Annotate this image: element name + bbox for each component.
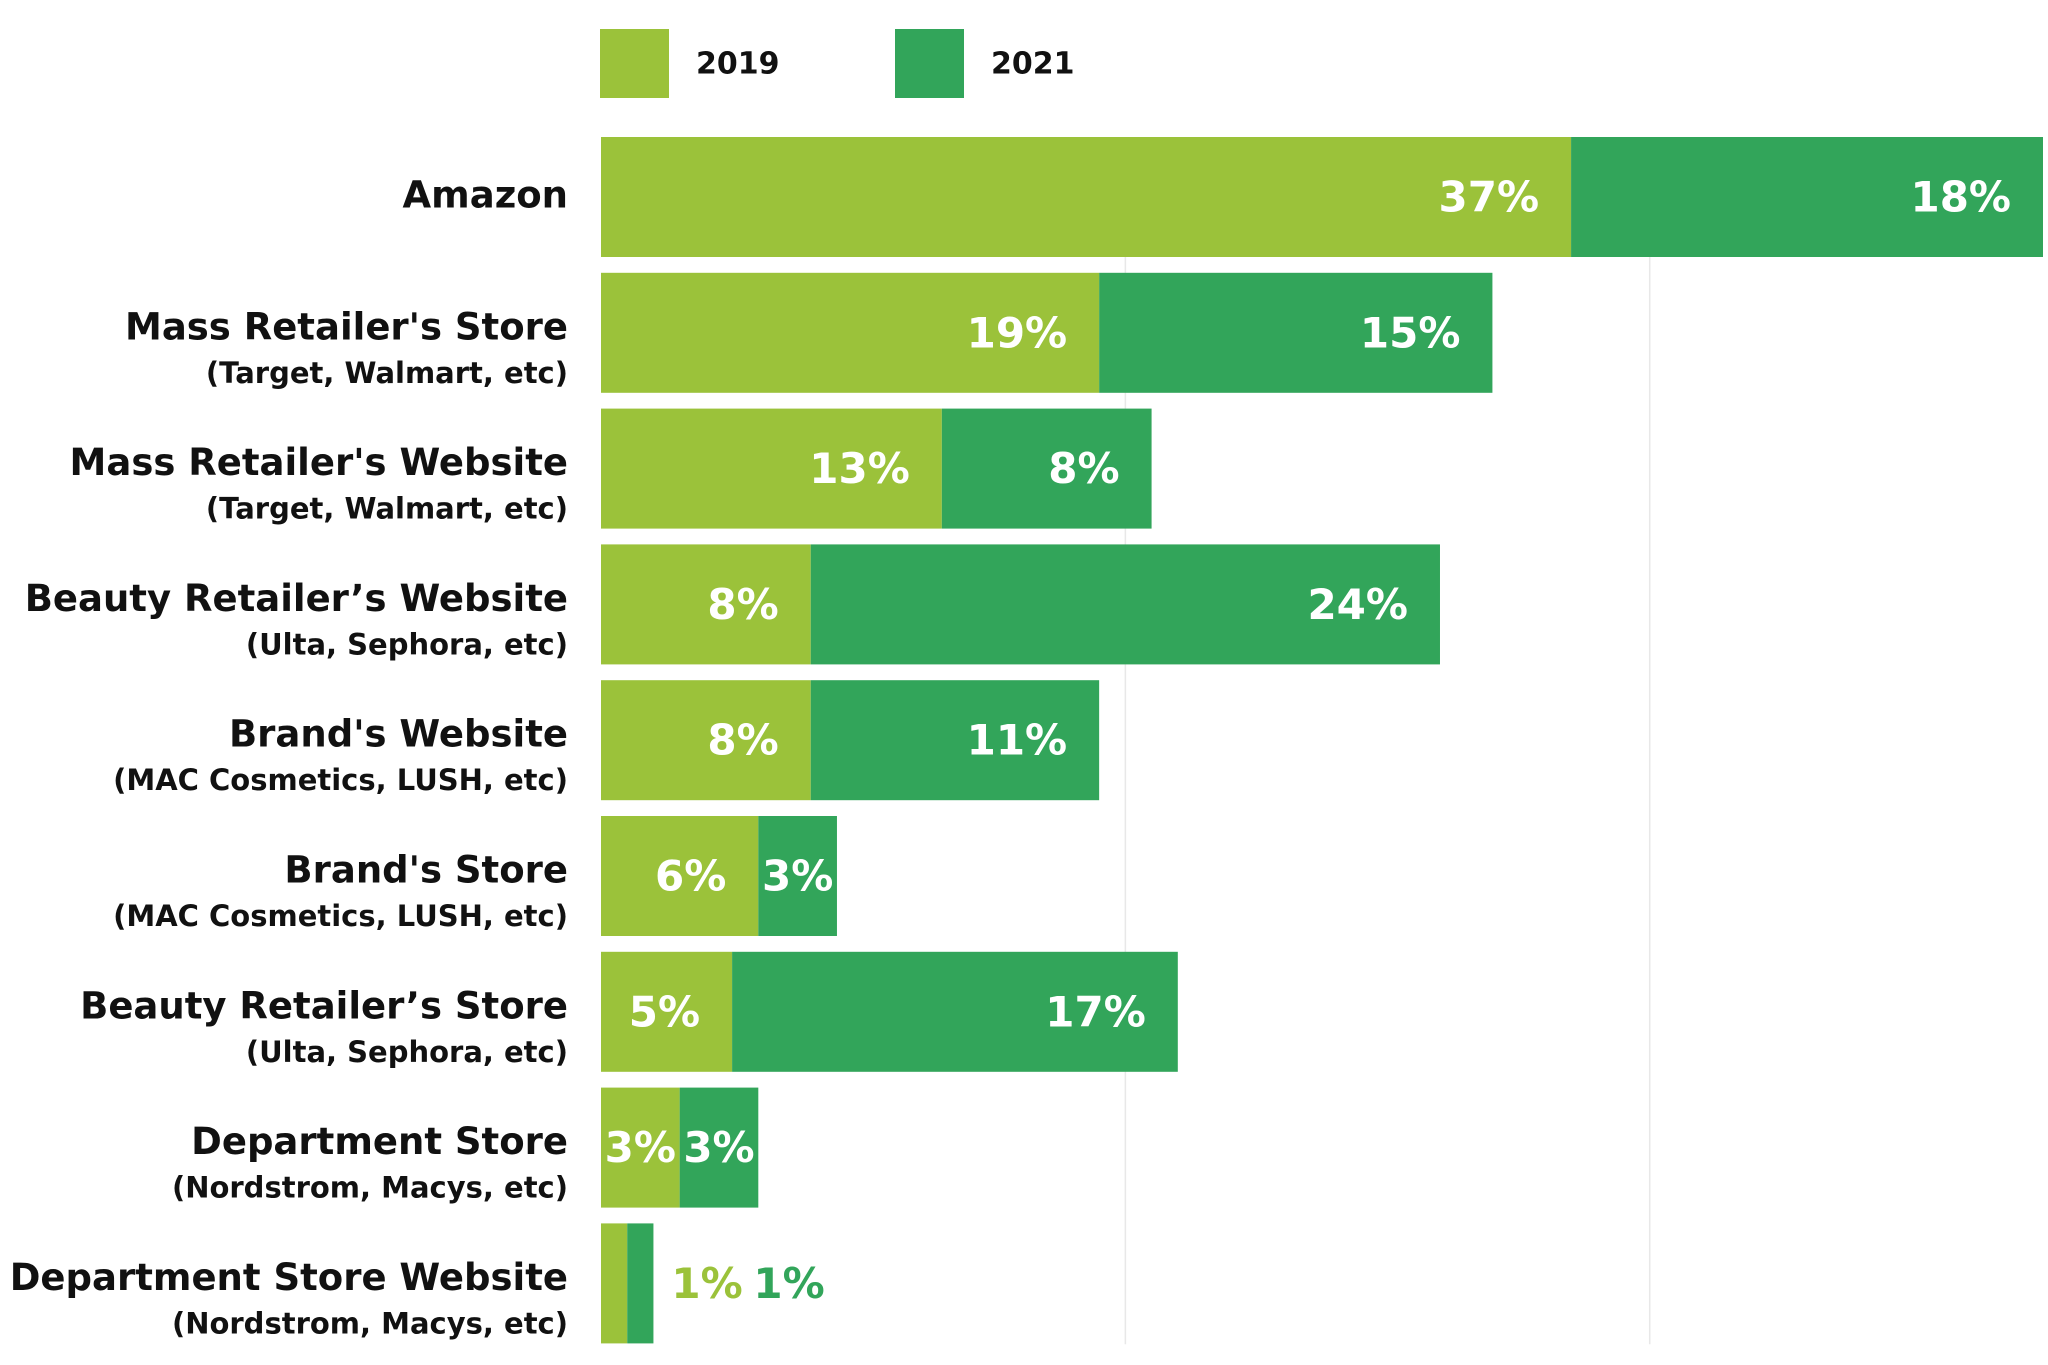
- bar-segment: [941, 408, 1152, 529]
- category-subtitle: (Ulta, Sephora, etc): [246, 1035, 568, 1069]
- category-label: Brand's Website: [229, 713, 568, 756]
- value-label: 6%: [655, 852, 726, 901]
- value-label: 8%: [1048, 444, 1119, 493]
- value-label: 1%: [753, 1259, 824, 1308]
- bar-segment: [758, 816, 837, 936]
- value-label: 8%: [707, 716, 778, 765]
- bar-segment: [601, 272, 1100, 393]
- value-label: 37%: [1439, 173, 1540, 222]
- value-label: 11%: [967, 716, 1068, 765]
- value-label: 24%: [1307, 580, 1408, 629]
- bar-segment: [601, 816, 759, 936]
- value-label: 3%: [605, 1123, 676, 1172]
- value-label: 17%: [1045, 987, 1146, 1036]
- bar-segment: [601, 1087, 680, 1208]
- value-label: 3%: [683, 1123, 754, 1172]
- legend-label: 2019: [696, 47, 780, 82]
- bar-segment: [810, 544, 1440, 665]
- category-subtitle: (Target, Walmart, etc): [206, 492, 568, 526]
- bar-segment: [1571, 137, 2043, 257]
- bar-segment: [601, 137, 1572, 257]
- legend-label: 2021: [991, 47, 1075, 82]
- bar-segment: [601, 680, 811, 801]
- value-label: 3%: [762, 852, 833, 901]
- category-subtitle: (Nordstrom, Macys, etc): [172, 1171, 568, 1205]
- value-label: 15%: [1360, 308, 1461, 357]
- bar-segment: [601, 951, 733, 1072]
- value-label: 19%: [967, 308, 1068, 357]
- category-label: Amazon: [403, 174, 568, 217]
- category-subtitle: (Nordstrom, Macys, etc): [172, 1306, 568, 1340]
- category-label: Mass Retailer's Store: [125, 305, 568, 348]
- value-label: 8%: [707, 580, 778, 629]
- category-subtitle: (MAC Cosmetics, LUSH, etc): [113, 763, 568, 797]
- legend-swatch: [600, 29, 669, 98]
- bar-segment: [627, 1223, 654, 1344]
- bar-segment: [1099, 272, 1493, 393]
- bar-segment: [601, 1223, 628, 1344]
- category-label: Department Store: [191, 1120, 568, 1163]
- value-label: 5%: [629, 987, 700, 1036]
- value-label: 18%: [1910, 173, 2011, 222]
- category-subtitle: (Ulta, Sephora, etc): [246, 627, 568, 661]
- category-label: Beauty Retailer’s Store: [80, 984, 568, 1027]
- value-label: 1%: [671, 1259, 742, 1308]
- bar-segment: [601, 408, 942, 529]
- category-label: Department Store Website: [10, 1256, 568, 1299]
- category-label: Beauty Retailer’s Website: [25, 577, 568, 620]
- value-label: 13%: [809, 444, 910, 493]
- legend-swatch: [895, 29, 964, 98]
- bar-segment: [601, 544, 811, 665]
- bar-segment: [810, 680, 1100, 801]
- category-subtitle: (Target, Walmart, etc): [206, 356, 568, 390]
- bar-segment: [732, 951, 1178, 1072]
- bar-segment: [679, 1087, 759, 1208]
- category-subtitle: (MAC Cosmetics, LUSH, etc): [113, 899, 568, 933]
- category-label: Brand's Store: [284, 849, 568, 892]
- category-label: Mass Retailer's Website: [70, 441, 568, 484]
